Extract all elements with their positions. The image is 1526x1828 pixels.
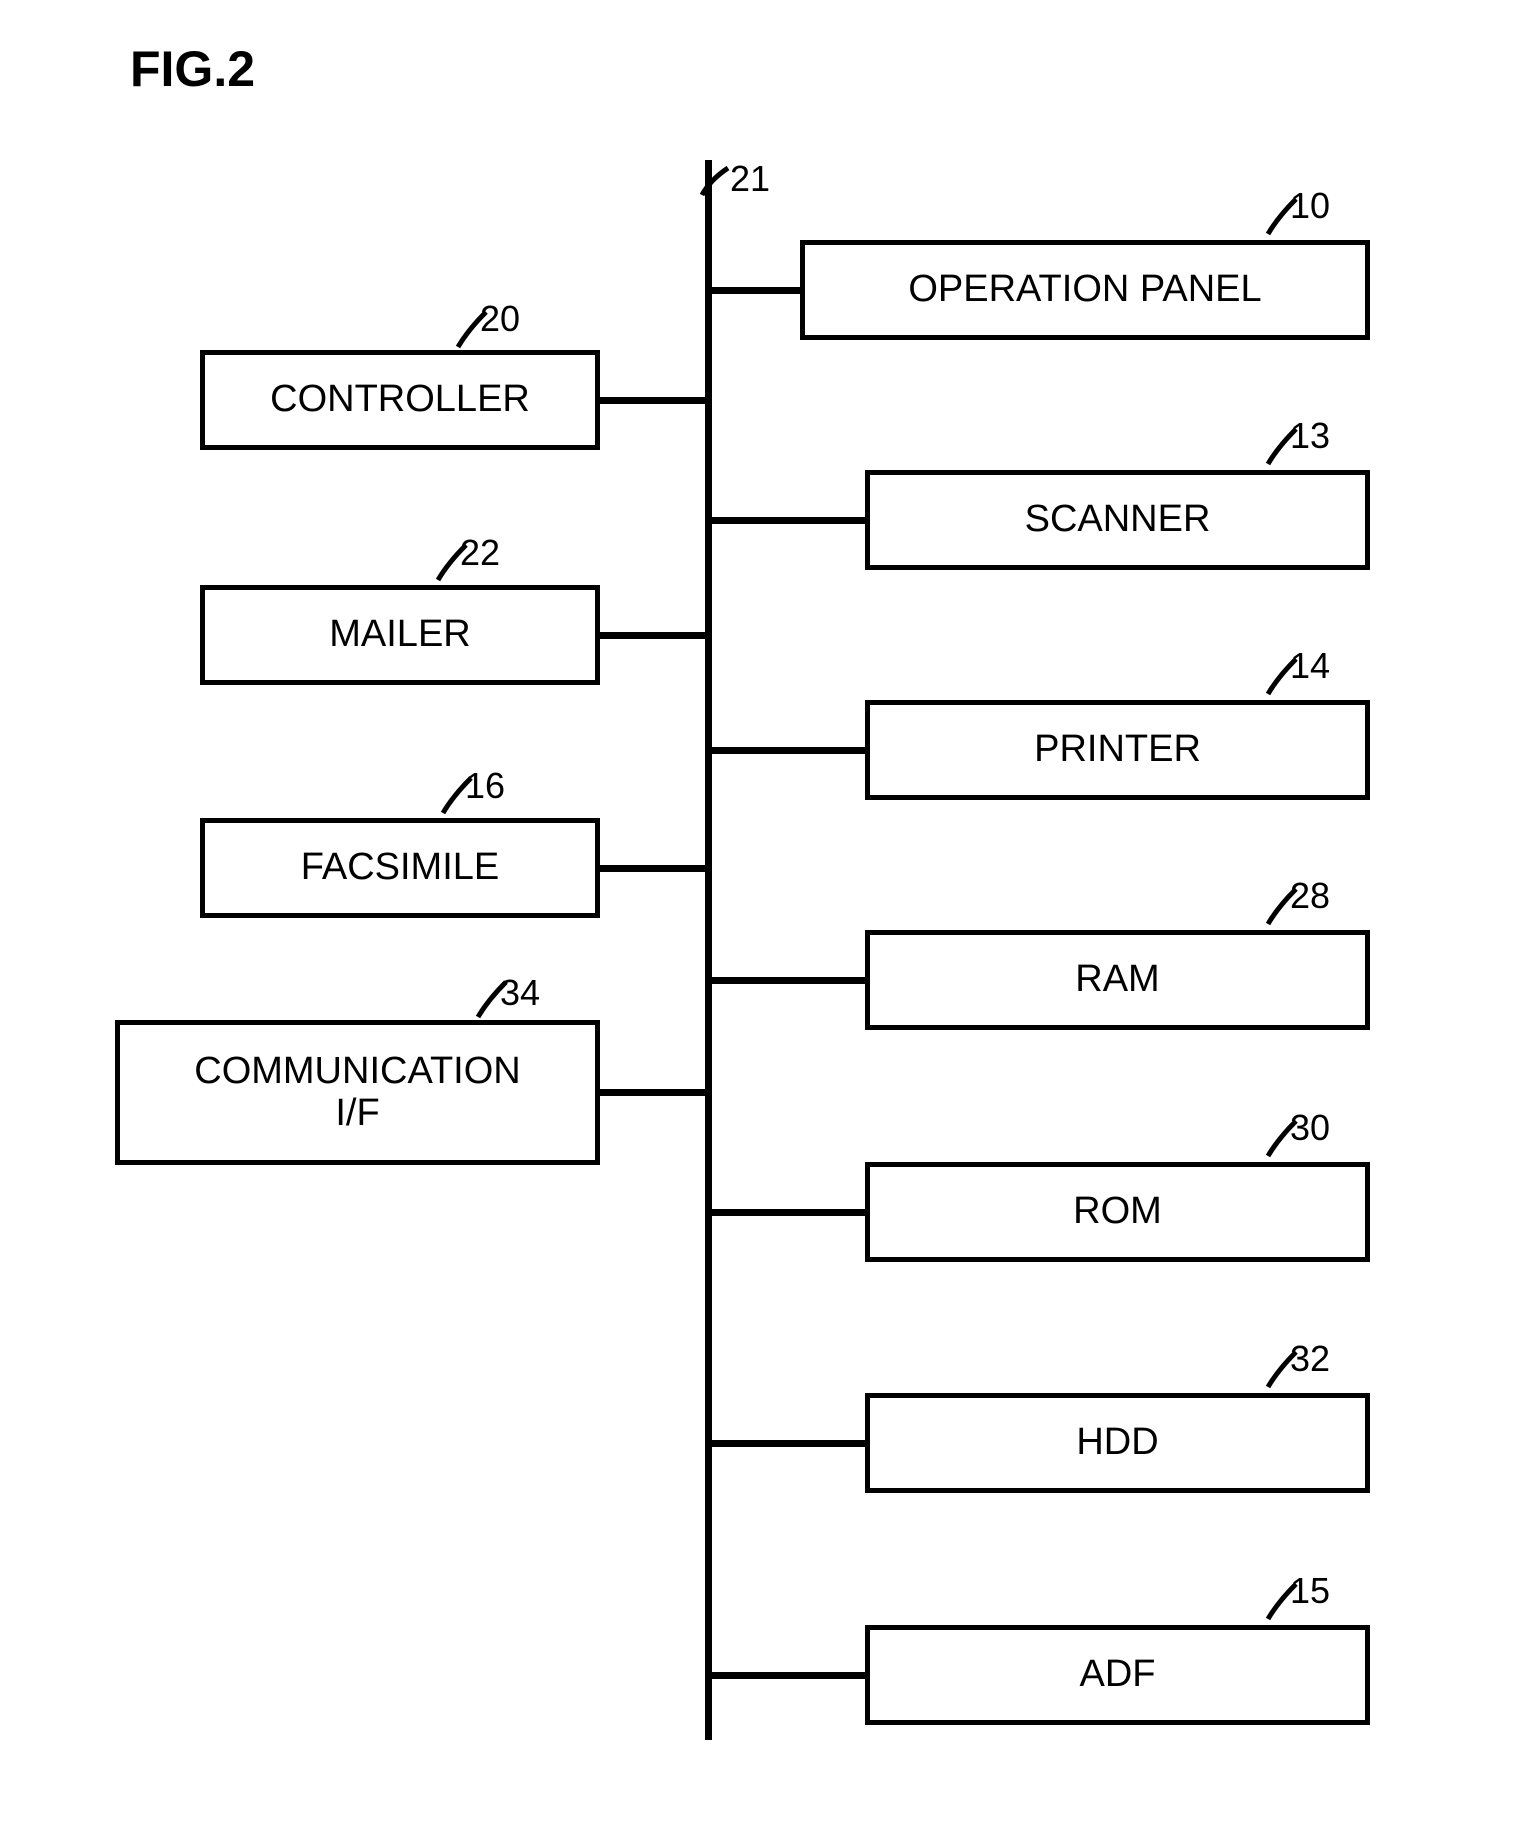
bus-ref-label: 21 — [730, 158, 770, 200]
rom-ref-label: 30 — [1290, 1107, 1330, 1149]
bus-line — [705, 160, 712, 1740]
hdd-block: HDD — [865, 1393, 1370, 1493]
printer-label: PRINTER — [1034, 729, 1201, 771]
controller-connector — [600, 397, 705, 404]
controller-block: CONTROLLER — [200, 350, 600, 450]
communication-if-label: COMMUNICATION I/F — [194, 1051, 521, 1135]
adf-connector — [712, 1672, 865, 1679]
operation-panel-ref-label: 10 — [1290, 185, 1330, 227]
operation-panel-connector — [712, 287, 800, 294]
printer-block: PRINTER — [865, 700, 1370, 800]
operation-panel-block: OPERATION PANEL — [800, 240, 1370, 340]
facsimile-label: FACSIMILE — [301, 847, 500, 889]
operation-panel-label: OPERATION PANEL — [908, 269, 1261, 311]
controller-label: CONTROLLER — [270, 379, 530, 421]
ram-connector — [712, 977, 865, 984]
rom-connector — [712, 1209, 865, 1216]
ram-block: RAM — [865, 930, 1370, 1030]
facsimile-block: FACSIMILE — [200, 818, 600, 918]
communication-if-connector — [600, 1089, 705, 1096]
controller-ref-label: 20 — [480, 298, 520, 340]
mailer-ref-label: 22 — [460, 532, 500, 574]
scanner-ref-label: 13 — [1290, 415, 1330, 457]
ram-ref-label: 28 — [1290, 875, 1330, 917]
communication-if-ref-label: 34 — [500, 972, 540, 1014]
printer-ref-label: 14 — [1290, 645, 1330, 687]
scanner-label: SCANNER — [1025, 499, 1211, 541]
facsimile-ref-label: 16 — [465, 765, 505, 807]
hdd-ref-label: 32 — [1290, 1338, 1330, 1380]
rom-label: ROM — [1073, 1191, 1162, 1233]
adf-ref-label: 15 — [1290, 1570, 1330, 1612]
rom-block: ROM — [865, 1162, 1370, 1262]
scanner-block: SCANNER — [865, 470, 1370, 570]
facsimile-connector — [600, 865, 705, 872]
adf-block: ADF — [865, 1625, 1370, 1725]
hdd-label: HDD — [1076, 1422, 1158, 1464]
mailer-label: MAILER — [329, 614, 470, 656]
printer-connector — [712, 747, 865, 754]
scanner-connector — [712, 517, 865, 524]
hdd-connector — [712, 1440, 865, 1447]
mailer-block: MAILER — [200, 585, 600, 685]
ram-label: RAM — [1075, 959, 1159, 1001]
communication-if-block: COMMUNICATION I/F — [115, 1020, 600, 1165]
adf-label: ADF — [1080, 1654, 1156, 1696]
figure-title: FIG.2 — [130, 40, 255, 98]
mailer-connector — [600, 632, 705, 639]
